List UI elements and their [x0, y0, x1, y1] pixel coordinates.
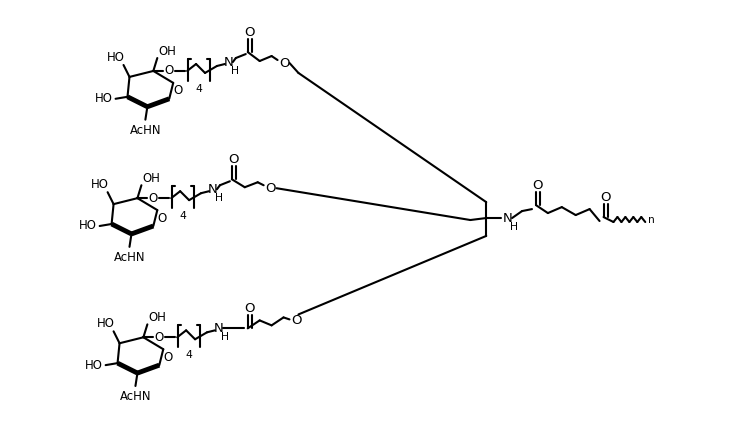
Text: O: O [245, 26, 255, 39]
Text: O: O [173, 84, 183, 97]
Text: 4: 4 [186, 350, 193, 360]
Text: H: H [215, 193, 223, 203]
Text: AcHN: AcHN [114, 251, 146, 264]
Text: AcHN: AcHN [129, 124, 161, 137]
Text: O: O [164, 351, 173, 364]
Text: O: O [148, 192, 158, 205]
Text: O: O [265, 182, 276, 195]
Text: HO: HO [85, 358, 103, 372]
Text: HO: HO [90, 178, 109, 191]
Text: N: N [503, 211, 513, 224]
Text: OH: OH [158, 45, 176, 58]
Text: n: n [648, 215, 655, 225]
Text: O: O [229, 153, 239, 166]
Text: OH: OH [143, 172, 160, 185]
Text: O: O [154, 331, 164, 344]
Text: N: N [214, 322, 223, 335]
Text: OH: OH [148, 311, 166, 324]
Text: O: O [279, 56, 290, 69]
Text: O: O [291, 314, 301, 327]
Text: N: N [208, 183, 218, 196]
Text: HO: HO [107, 51, 124, 64]
Text: N: N [224, 56, 234, 69]
Text: O: O [533, 179, 543, 192]
Text: O: O [157, 211, 167, 224]
Text: HO: HO [95, 92, 112, 105]
Text: 4: 4 [180, 211, 187, 221]
Text: H: H [510, 222, 518, 232]
Text: O: O [165, 65, 174, 78]
Text: O: O [600, 191, 611, 204]
Text: HO: HO [79, 220, 97, 233]
Text: HO: HO [97, 317, 115, 330]
Text: AcHN: AcHN [120, 390, 151, 403]
Text: O: O [245, 302, 255, 315]
Text: 4: 4 [196, 84, 202, 94]
Text: H: H [221, 332, 229, 342]
Text: H: H [231, 66, 239, 76]
